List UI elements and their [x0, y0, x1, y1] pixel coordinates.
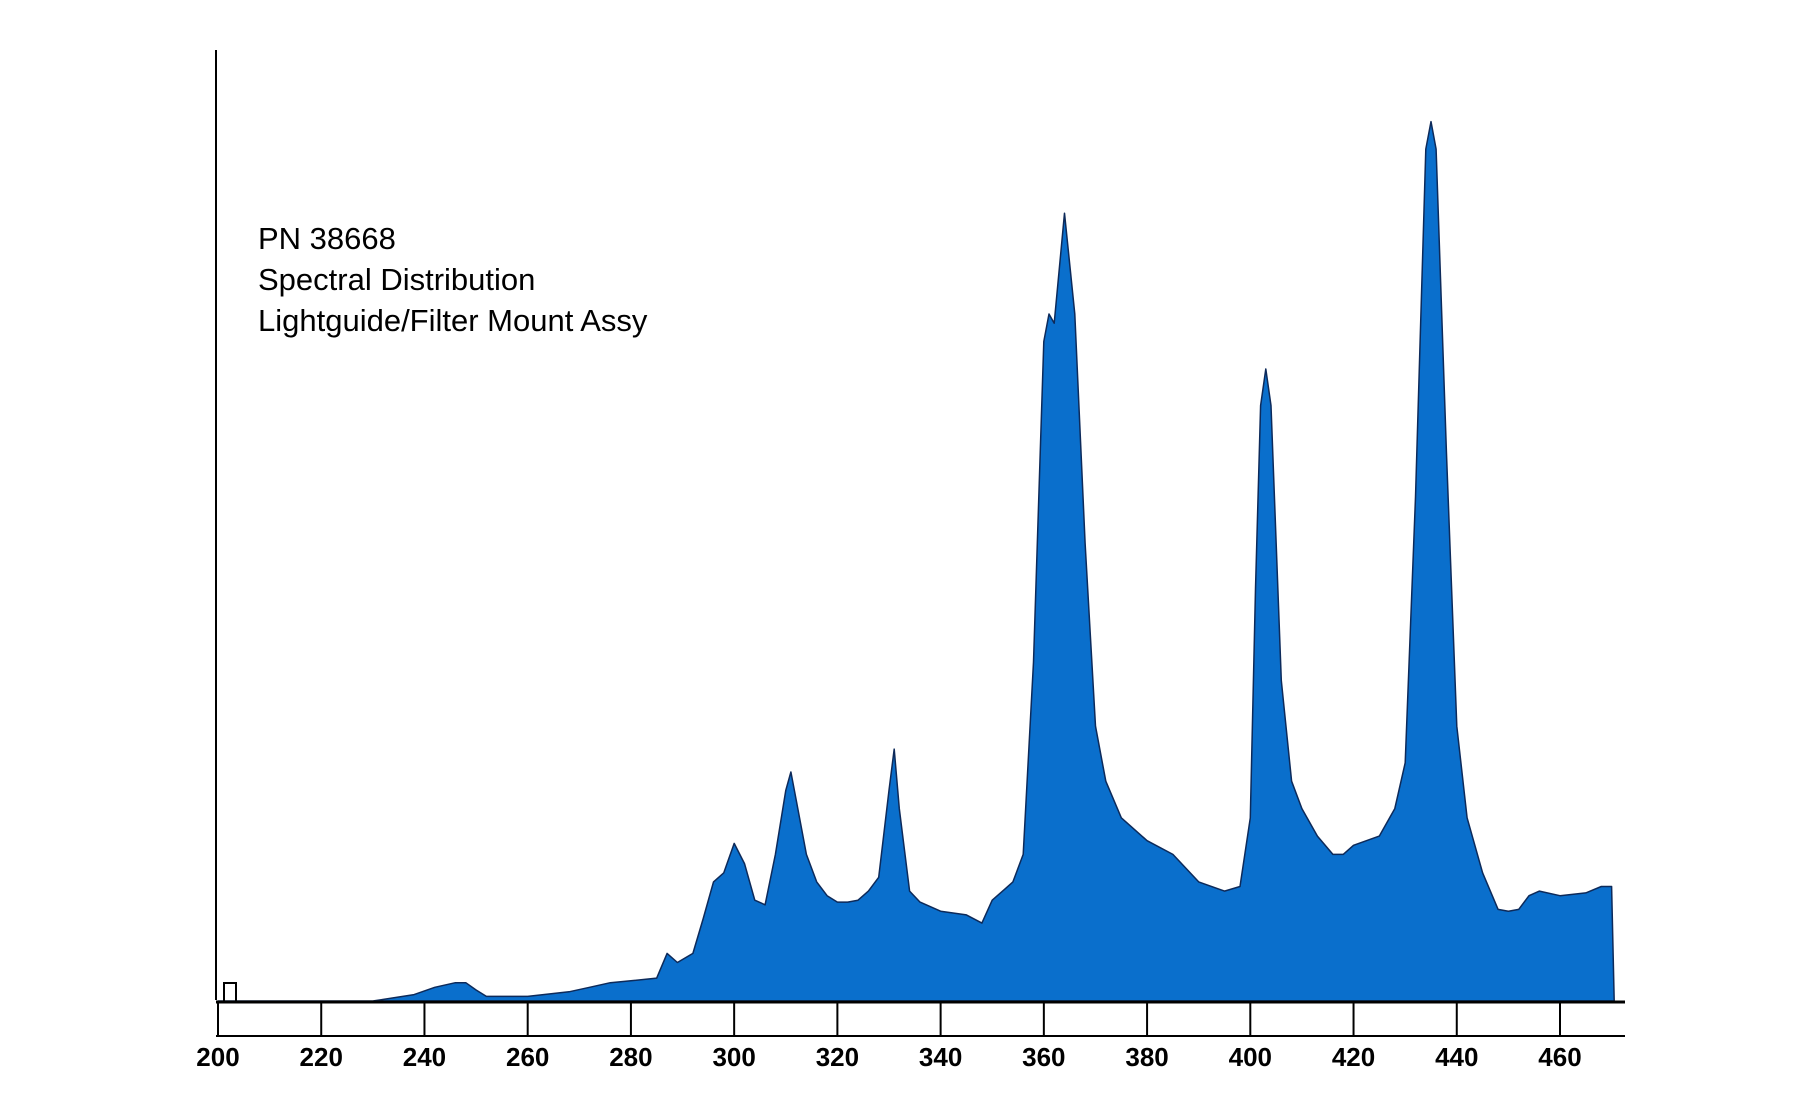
x-tick-label: 440 — [1435, 1042, 1478, 1072]
x-tick-label: 320 — [816, 1042, 859, 1072]
title-line-3: Lightguide/Filter Mount Assy — [258, 303, 648, 338]
x-tick-label: 200 — [196, 1042, 239, 1072]
x-tick-label: 300 — [712, 1042, 755, 1072]
x-tick-label: 360 — [1022, 1042, 1065, 1072]
x-ticks: 200 220 240 260 280 300 320 340 360 380 400 420 440 4… — [196, 1002, 1582, 1072]
x-tick-label: 460 — [1538, 1042, 1581, 1072]
plot-area — [217, 120, 1615, 1002]
x-tick-label: 260 — [506, 1042, 549, 1072]
spectrum-area-0 — [217, 120, 1615, 1002]
x-tick-label: 380 — [1125, 1042, 1168, 1072]
x-tick-label: 420 — [1332, 1042, 1375, 1072]
x-tick-label: 280 — [609, 1042, 652, 1072]
axes — [215, 50, 1625, 1037]
chart-annotation: PN 38668 Spectral Distribution Lightguid… — [258, 221, 648, 338]
x-tick-label: 240 — [403, 1042, 446, 1072]
title-line-2: Spectral Distribution — [258, 262, 535, 297]
baseline-marker — [223, 982, 237, 1001]
x-tick-label: 400 — [1229, 1042, 1272, 1072]
title-line-1: PN 38668 — [258, 221, 396, 256]
x-tick-label: 220 — [300, 1042, 343, 1072]
x-tick-label: 340 — [919, 1042, 962, 1072]
